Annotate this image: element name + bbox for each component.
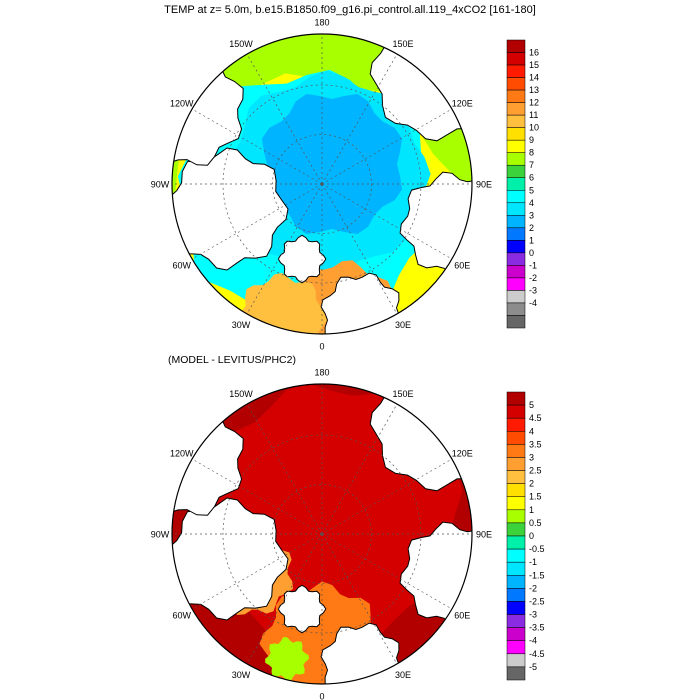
colorbar-swatch (507, 628, 525, 641)
colorbar-label: -3 (529, 610, 537, 620)
colorbar-label: -4 (529, 636, 537, 646)
longitude-label: 0 (319, 692, 324, 700)
colorbar-swatch (507, 471, 525, 484)
colorbar-swatch (507, 549, 525, 562)
colorbar-label: 2.5 (529, 466, 542, 476)
longitude-label: 30W (232, 670, 251, 680)
colorbar-swatch (507, 405, 525, 418)
colorbar-label: 3 (529, 452, 534, 462)
colorbar-label: 1.5 (529, 492, 542, 502)
longitude-label: 60E (454, 611, 470, 621)
colorbar-label: 1 (529, 505, 534, 515)
colorbar-swatch (507, 536, 525, 549)
colorbar-label: -5 (529, 662, 537, 672)
colorbar-swatch (507, 654, 525, 667)
longitude-label: 150W (229, 389, 253, 399)
longitude-label: 120W (170, 449, 194, 459)
colorbar-swatch (507, 575, 525, 588)
colorbar-label: 4.5 (529, 413, 542, 423)
colorbar-label: 2 (529, 479, 534, 489)
colorbar-swatch (507, 392, 525, 405)
colorbar-label: -1.5 (529, 570, 545, 580)
siberia-land (370, 357, 504, 491)
colorbar-swatch (507, 667, 525, 680)
longitude-label: 120E (452, 449, 473, 459)
colorbar-swatch (507, 444, 525, 457)
longitude-label: 90W (151, 530, 170, 540)
colorbar-label: -4.5 (529, 649, 545, 659)
longitude-label: 150E (392, 389, 413, 399)
colorbar-swatch (507, 497, 525, 510)
colorbar-swatch (507, 510, 525, 523)
colorbar-swatch (507, 588, 525, 601)
colorbar-swatch (507, 562, 525, 575)
colorbar-swatch (507, 615, 525, 628)
colorbar-label: -0.5 (529, 544, 545, 554)
colorbar-swatch (507, 601, 525, 614)
colorbar-swatch (507, 431, 525, 444)
colorbar-label: 0.5 (529, 518, 542, 528)
colorbar-swatch (507, 523, 525, 536)
colorbar-label: -2 (529, 583, 537, 593)
colorbar-swatch (507, 641, 525, 654)
colorbar-label: -3.5 (529, 623, 545, 633)
longitude-label: 180 (314, 368, 329, 378)
colorbar-label: 4 (529, 426, 534, 436)
longitude-label: 30E (395, 670, 411, 680)
colorbar-swatch (507, 484, 525, 497)
longitude-label: 60W (172, 611, 191, 621)
colorbar-label: -2.5 (529, 596, 545, 606)
colorbar-label: -1 (529, 557, 537, 567)
colorbar-label: 5 (529, 400, 534, 410)
colorbar-swatch (507, 457, 525, 470)
colorbar-label: 3.5 (529, 439, 542, 449)
colorbar-label: 0 (529, 531, 534, 541)
longitude-label: 90E (476, 530, 492, 540)
colorbar-swatch (507, 418, 525, 431)
